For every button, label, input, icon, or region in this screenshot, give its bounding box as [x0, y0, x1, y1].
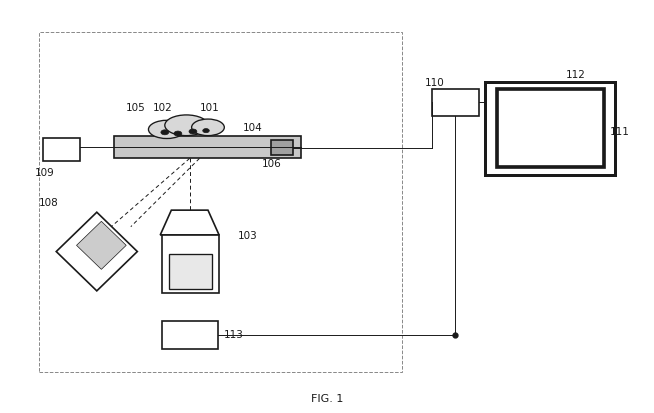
Bar — [432, 90, 479, 116]
Circle shape — [174, 132, 182, 137]
Polygon shape — [56, 213, 137, 291]
Text: 109: 109 — [35, 168, 54, 178]
Circle shape — [203, 129, 209, 133]
Circle shape — [189, 130, 197, 135]
Text: 110: 110 — [425, 78, 445, 88]
Bar — [162, 321, 218, 349]
Bar — [485, 83, 615, 176]
Text: 112: 112 — [566, 69, 585, 79]
Text: 108: 108 — [39, 197, 59, 207]
Text: 103: 103 — [237, 230, 257, 240]
Polygon shape — [160, 211, 219, 235]
Text: 102: 102 — [152, 103, 172, 113]
Bar — [162, 235, 219, 293]
Bar — [43, 138, 80, 162]
Text: 105: 105 — [126, 103, 146, 113]
Ellipse shape — [192, 120, 224, 136]
Polygon shape — [77, 222, 126, 270]
Text: FIG. 1: FIG. 1 — [311, 393, 343, 403]
Bar — [39, 33, 402, 372]
Bar — [114, 136, 301, 159]
Circle shape — [161, 131, 169, 135]
Ellipse shape — [148, 121, 185, 139]
Ellipse shape — [165, 116, 208, 136]
Text: 106: 106 — [262, 158, 281, 168]
Bar — [169, 254, 212, 289]
Bar — [497, 90, 604, 168]
Text: 101: 101 — [199, 103, 219, 113]
Text: 113: 113 — [224, 329, 244, 339]
Text: 104: 104 — [243, 123, 263, 133]
Text: 111: 111 — [610, 127, 630, 137]
Bar — [271, 141, 293, 156]
